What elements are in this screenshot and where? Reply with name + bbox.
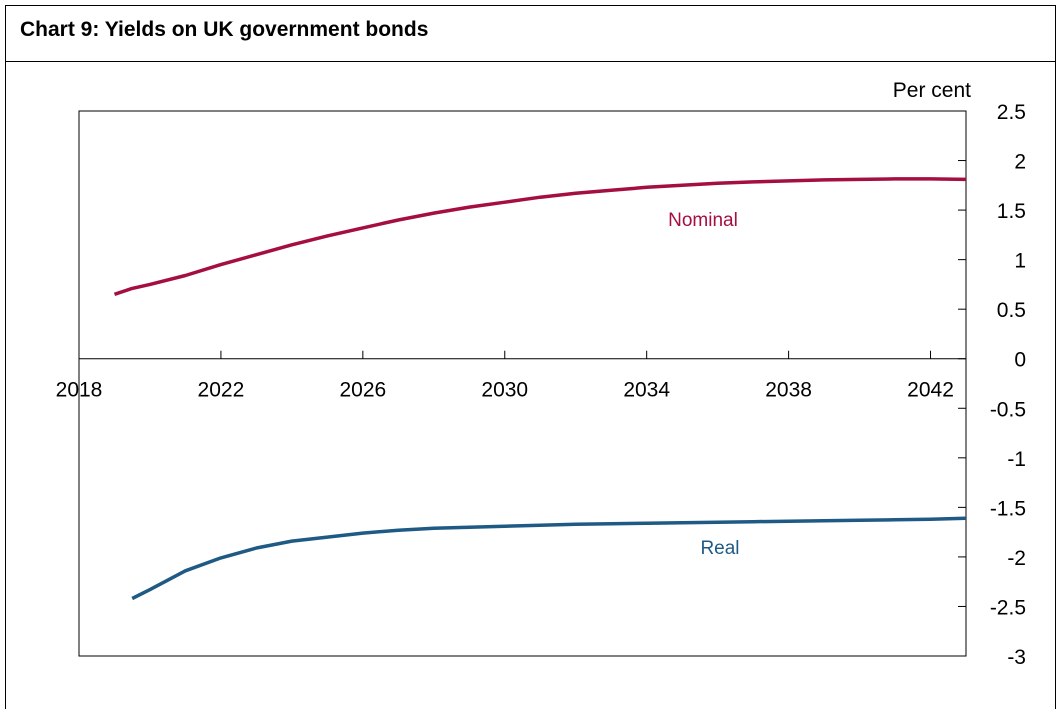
series-line-real [131, 516, 967, 601]
y-tick-label: 1.5 [997, 200, 1026, 223]
y-tick-label: -1 [1007, 448, 1026, 471]
series-layer [113, 177, 967, 601]
x-tick-label: 2034 [623, 379, 670, 402]
chart-title: Chart 9: Yields on UK government bonds [20, 18, 429, 41]
x-tick-label: 2038 [765, 379, 812, 402]
axes [78, 110, 966, 657]
labels-layer: 2018 2022 2026 2030 2034 2038 2042 2.5 2 1.5 1 0.5 0… [56, 79, 1026, 669]
y-tick-label: 1 [1014, 250, 1026, 273]
y-tick-label: 2 [1014, 151, 1026, 174]
series-label-nominal: Nominal [668, 210, 738, 231]
x-tick-label: 2022 [198, 379, 245, 402]
y-tick-label: 2.5 [997, 101, 1026, 124]
y-axis-unit-label: Per cent [893, 79, 971, 102]
x-tick-label: 2018 [56, 379, 103, 402]
y-tick-label: -2 [1007, 547, 1026, 570]
chart-frame: Chart 9: Yields on UK government bonds [5, 5, 1056, 709]
x-tick-label: 2030 [481, 379, 528, 402]
y-tick-label: -1.5 [990, 497, 1026, 520]
x-tick-label: 2026 [339, 379, 386, 402]
y-tick-label: 0 [1014, 349, 1026, 372]
y-tick-label: -3 [1007, 646, 1026, 669]
y-tick-label: -2.5 [990, 596, 1026, 619]
series-label-real: Real [700, 538, 739, 559]
y-tick-label: -0.5 [990, 398, 1026, 421]
plot-area [78, 110, 967, 657]
title-bar: Chart 9: Yields on UK government bonds [6, 6, 1055, 62]
y-tick-label: 0.5 [997, 299, 1026, 322]
x-tick-label: 2042 [907, 379, 954, 402]
series-line-nominal [113, 177, 967, 296]
